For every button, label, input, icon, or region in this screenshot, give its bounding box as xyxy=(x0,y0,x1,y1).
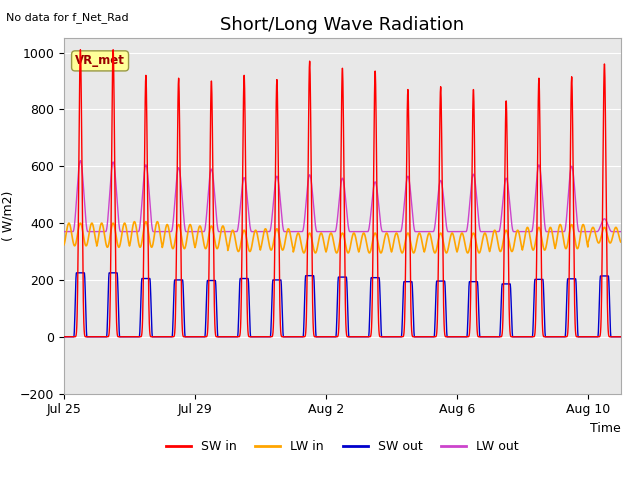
Title: Short/Long Wave Radiation: Short/Long Wave Radiation xyxy=(220,16,465,34)
Y-axis label: ( W/m2): ( W/m2) xyxy=(1,191,14,241)
Text: VR_met: VR_met xyxy=(75,54,125,67)
X-axis label: Time: Time xyxy=(590,422,621,435)
Text: No data for f_Net_Rad: No data for f_Net_Rad xyxy=(6,12,129,23)
Legend: SW in, LW in, SW out, LW out: SW in, LW in, SW out, LW out xyxy=(161,435,524,458)
